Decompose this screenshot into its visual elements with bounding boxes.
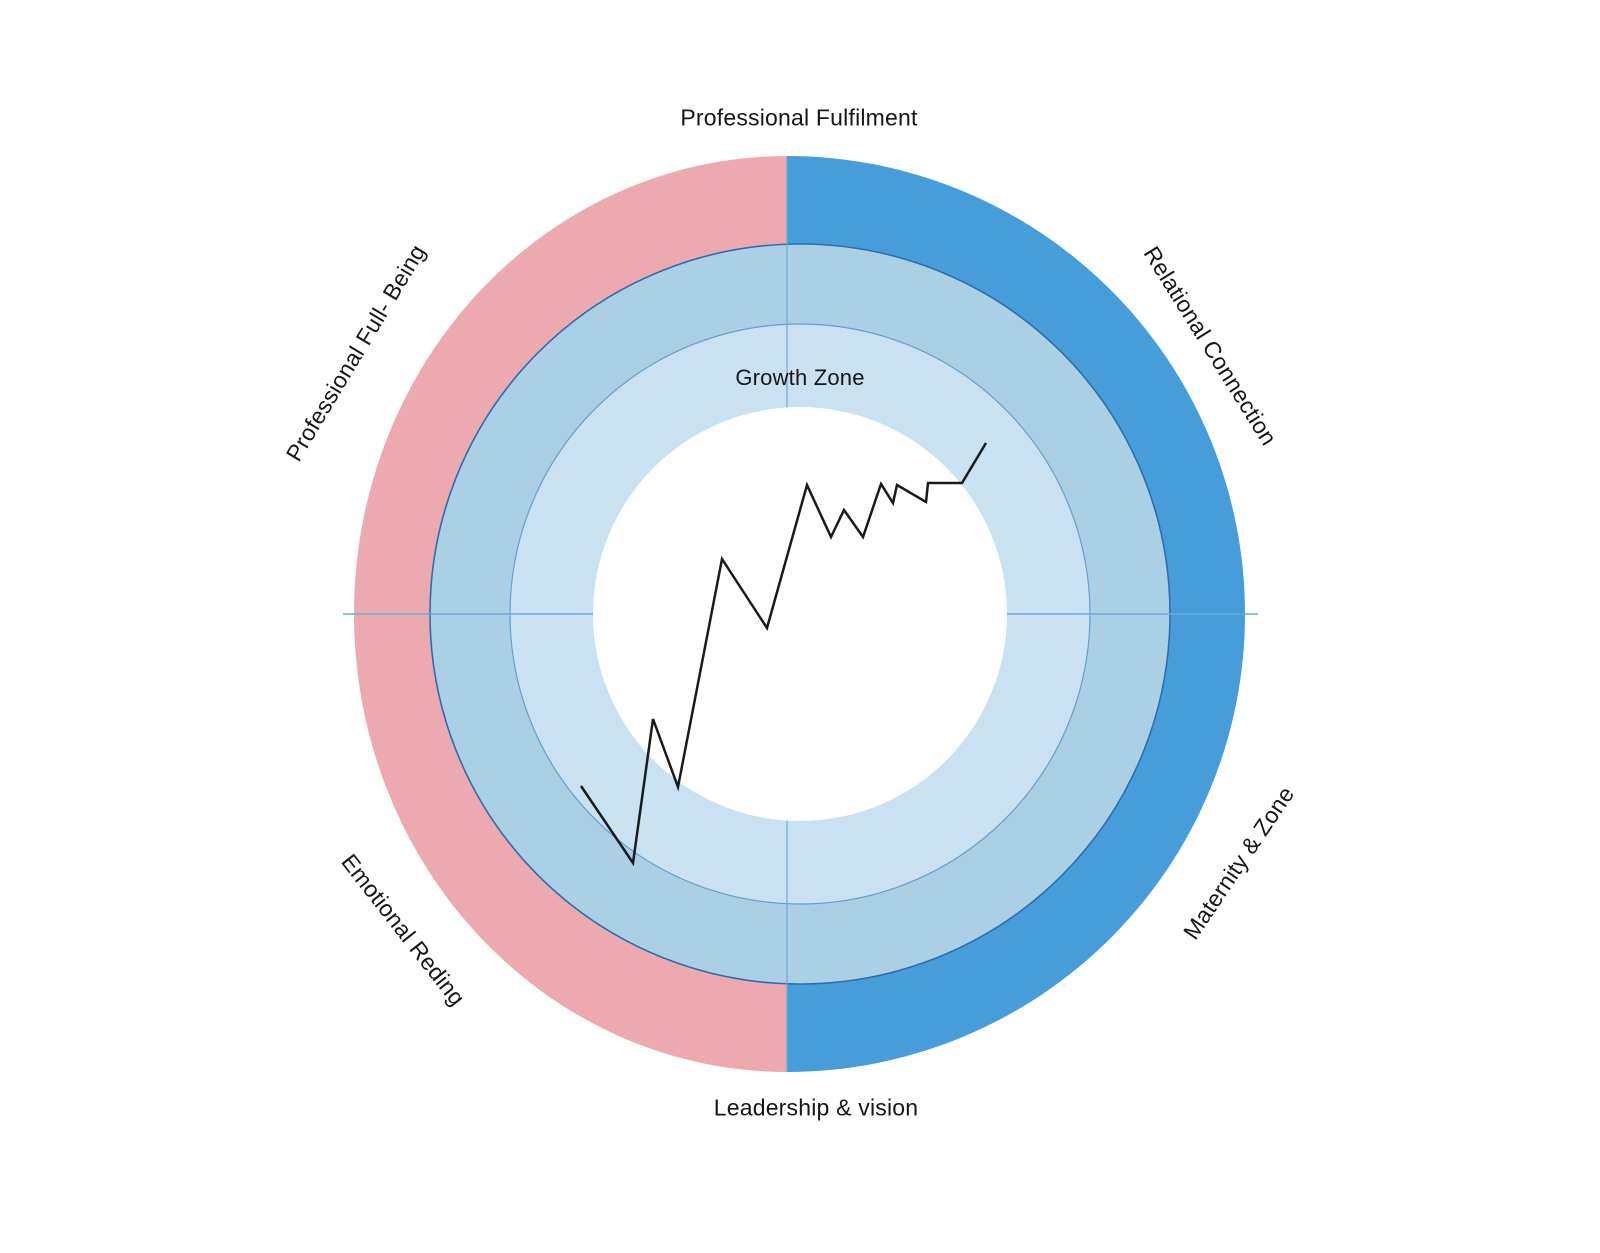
label-growth-zone: Growth Zone: [735, 365, 865, 390]
label-leadership-vision: Leadership & vision: [713, 1094, 919, 1121]
growth-trend-line: [579, 442, 988, 867]
center-circle: [593, 407, 1007, 821]
label-professional-fulfilment: Professional Fulfilment: [680, 104, 918, 131]
